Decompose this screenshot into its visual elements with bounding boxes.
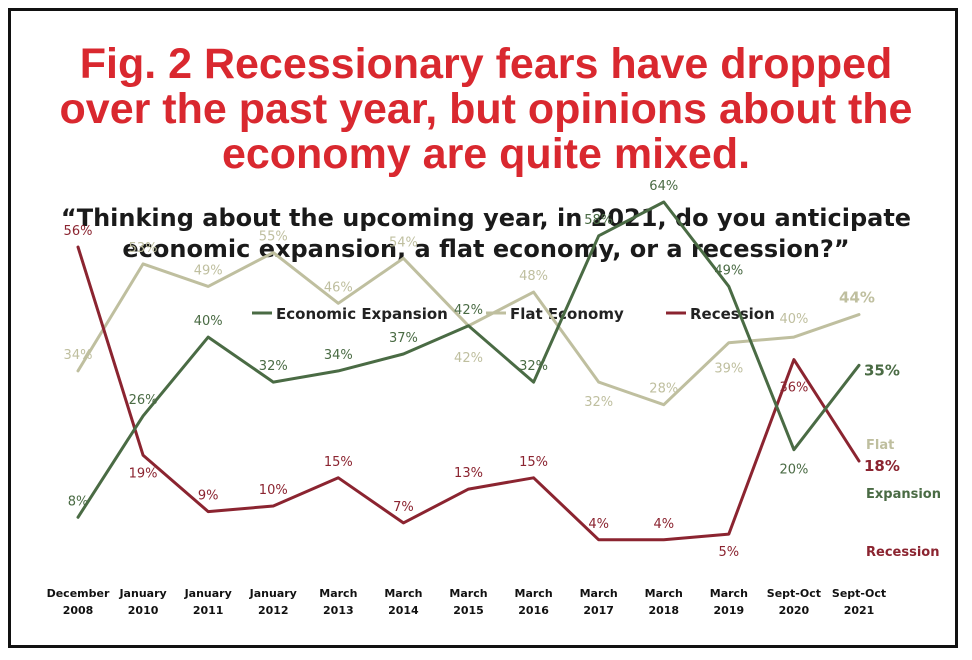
data-label-1-5: 54% bbox=[389, 235, 418, 250]
x-tick-label-6-line1: March bbox=[449, 587, 487, 600]
data-label-0-3: 32% bbox=[259, 359, 288, 374]
data-label-1-0: 34% bbox=[64, 348, 93, 363]
data-label-2-8: 4% bbox=[588, 517, 609, 532]
end-label-0: Expansion bbox=[866, 487, 941, 502]
data-label-1-3: 55% bbox=[259, 230, 288, 245]
data-label-0-5: 37% bbox=[389, 331, 418, 346]
data-label-1-8: 32% bbox=[584, 395, 613, 410]
x-tick-label-3-line1: January bbox=[249, 587, 297, 600]
data-label-2-11: 36% bbox=[779, 381, 808, 396]
series-line-0 bbox=[76, 200, 861, 519]
data-label-2-2: 9% bbox=[198, 489, 219, 504]
figure-frame bbox=[8, 8, 958, 648]
x-tick-label-9-line1: March bbox=[645, 587, 683, 600]
legend-label-1: Flat Economy bbox=[510, 305, 624, 323]
chart-title-line-1: Fig. 2 Recessionary fears have dropped bbox=[79, 40, 893, 88]
data-label-0-0: 8% bbox=[68, 494, 89, 509]
legend-label-2: Recession bbox=[690, 305, 775, 323]
chart-title-line-3: economy are quite mixed. bbox=[221, 130, 751, 178]
x-tick-label-3-line2: 2012 bbox=[258, 604, 289, 617]
chart-subtitle: “Thinking about the upcoming year, in 20… bbox=[11, 203, 961, 265]
data-label-0-4: 34% bbox=[324, 348, 353, 363]
data-label-0-8: 58% bbox=[584, 213, 613, 228]
x-tick-label-7-line1: March bbox=[515, 587, 553, 600]
chart-title-line-2: over the past year, but opinions about t… bbox=[59, 85, 913, 133]
x-tick-label-2-line2: 2011 bbox=[193, 604, 224, 617]
x-tick-label-10-line2: 2019 bbox=[714, 604, 745, 617]
data-label-2-10: 5% bbox=[719, 545, 740, 560]
data-label-0-2: 40% bbox=[194, 314, 223, 329]
data-label-1-2: 49% bbox=[194, 263, 223, 278]
x-tick-label-11-line1: Sept-Oct bbox=[767, 587, 821, 600]
x-tick-label-5-line1: March bbox=[384, 587, 422, 600]
data-label-2-3: 10% bbox=[259, 483, 288, 498]
data-label-2-5: 7% bbox=[393, 500, 414, 515]
data-label-1-12: 44% bbox=[839, 289, 875, 307]
data-label-0-7: 32% bbox=[519, 359, 548, 374]
data-label-2-1: 19% bbox=[129, 466, 158, 481]
x-tick-label-7-line2: 2016 bbox=[518, 604, 549, 617]
series-line-2 bbox=[76, 245, 861, 542]
data-label-0-11: 20% bbox=[779, 463, 808, 478]
data-label-2-6: 13% bbox=[454, 466, 483, 481]
chart-title: Fig. 2 Recessionary fears have dropped o… bbox=[11, 42, 961, 177]
data-label-0-12: 35% bbox=[864, 361, 900, 379]
data-label-2-4: 15% bbox=[324, 455, 353, 470]
data-label-1-6: 42% bbox=[454, 351, 483, 366]
data-label-1-1: 53% bbox=[129, 241, 158, 256]
data-label-0-10: 49% bbox=[714, 263, 743, 278]
data-label-2-12: 18% bbox=[864, 457, 900, 475]
x-tick-label-5-line2: 2014 bbox=[388, 604, 419, 617]
end-label-2: Recession bbox=[866, 545, 939, 560]
x-tick-label-12-line1: Sept-Oct bbox=[832, 587, 886, 600]
x-tick-label-0-line1: December bbox=[47, 587, 110, 600]
data-label-1-10: 39% bbox=[714, 362, 743, 377]
data-label-1-7: 48% bbox=[519, 269, 548, 284]
x-tick-label-11-line2: 2020 bbox=[779, 604, 810, 617]
data-label-0-9: 64% bbox=[649, 179, 678, 194]
data-label-2-0: 56% bbox=[64, 224, 93, 239]
x-tick-label-8-line2: 2017 bbox=[583, 604, 614, 617]
x-tick-label-1-line2: 2010 bbox=[128, 604, 159, 617]
x-tick-label-6-line2: 2015 bbox=[453, 604, 484, 617]
data-label-0-6: 42% bbox=[454, 303, 483, 318]
data-label-1-4: 46% bbox=[324, 280, 353, 295]
chart-subtitle-line-2: economic expansion, a flat economy, or a… bbox=[122, 235, 850, 263]
x-tick-label-8-line1: March bbox=[580, 587, 618, 600]
x-tick-label-10-line1: March bbox=[710, 587, 748, 600]
data-label-0-1: 26% bbox=[129, 393, 158, 408]
x-tick-label-1-line1: January bbox=[118, 587, 166, 600]
chart-subtitle-line-1: “Thinking about the upcoming year, in 20… bbox=[60, 204, 912, 232]
data-label-1-9: 28% bbox=[649, 382, 678, 397]
legend-label-0: Economic Expansion bbox=[276, 305, 448, 323]
data-label-2-9: 4% bbox=[653, 517, 674, 532]
end-label-1: Flat bbox=[866, 438, 894, 453]
data-label-1-11: 40% bbox=[779, 312, 808, 327]
x-tick-label-2-line1: January bbox=[184, 587, 232, 600]
x-tick-label-4-line2: 2013 bbox=[323, 604, 354, 617]
x-tick-label-12-line2: 2021 bbox=[844, 604, 875, 617]
x-tick-label-0-line2: 2008 bbox=[63, 604, 94, 617]
x-tick-label-9-line2: 2018 bbox=[648, 604, 679, 617]
data-label-2-7: 15% bbox=[519, 455, 548, 470]
x-tick-label-4-line1: March bbox=[319, 587, 357, 600]
